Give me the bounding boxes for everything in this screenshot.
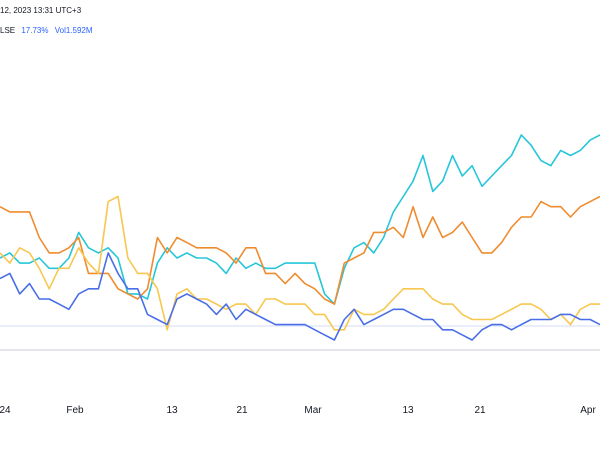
- x-tick-label: Apr: [580, 405, 596, 416]
- x-tick-label: 13: [166, 405, 178, 416]
- x-tick-label: Feb: [66, 405, 84, 416]
- x-tick-label: 13: [402, 405, 414, 416]
- chart-header: 12, 2023 13:31 UTC+3 LSE 17.73% Vol1.592…: [0, 0, 600, 40]
- series-line-4: [0, 252, 600, 341]
- series-line-2: [0, 195, 600, 305]
- volume-value: Vol1.592M: [54, 26, 93, 35]
- x-tick-label: Mar: [304, 405, 322, 416]
- x-tick-label: 21: [236, 405, 248, 416]
- x-tick-label: 21: [474, 405, 486, 416]
- symbol-label: LSE: [0, 26, 16, 35]
- timestamp: 12, 2023 13:31 UTC+3: [0, 6, 82, 15]
- series-line-1: [0, 134, 600, 305]
- symbol-stats: LSE 17.73% Vol1.592M: [0, 26, 97, 36]
- series-line-3: [0, 195, 600, 331]
- change-percent: 17.73%: [21, 26, 49, 35]
- x-tick-label: 24: [0, 405, 11, 416]
